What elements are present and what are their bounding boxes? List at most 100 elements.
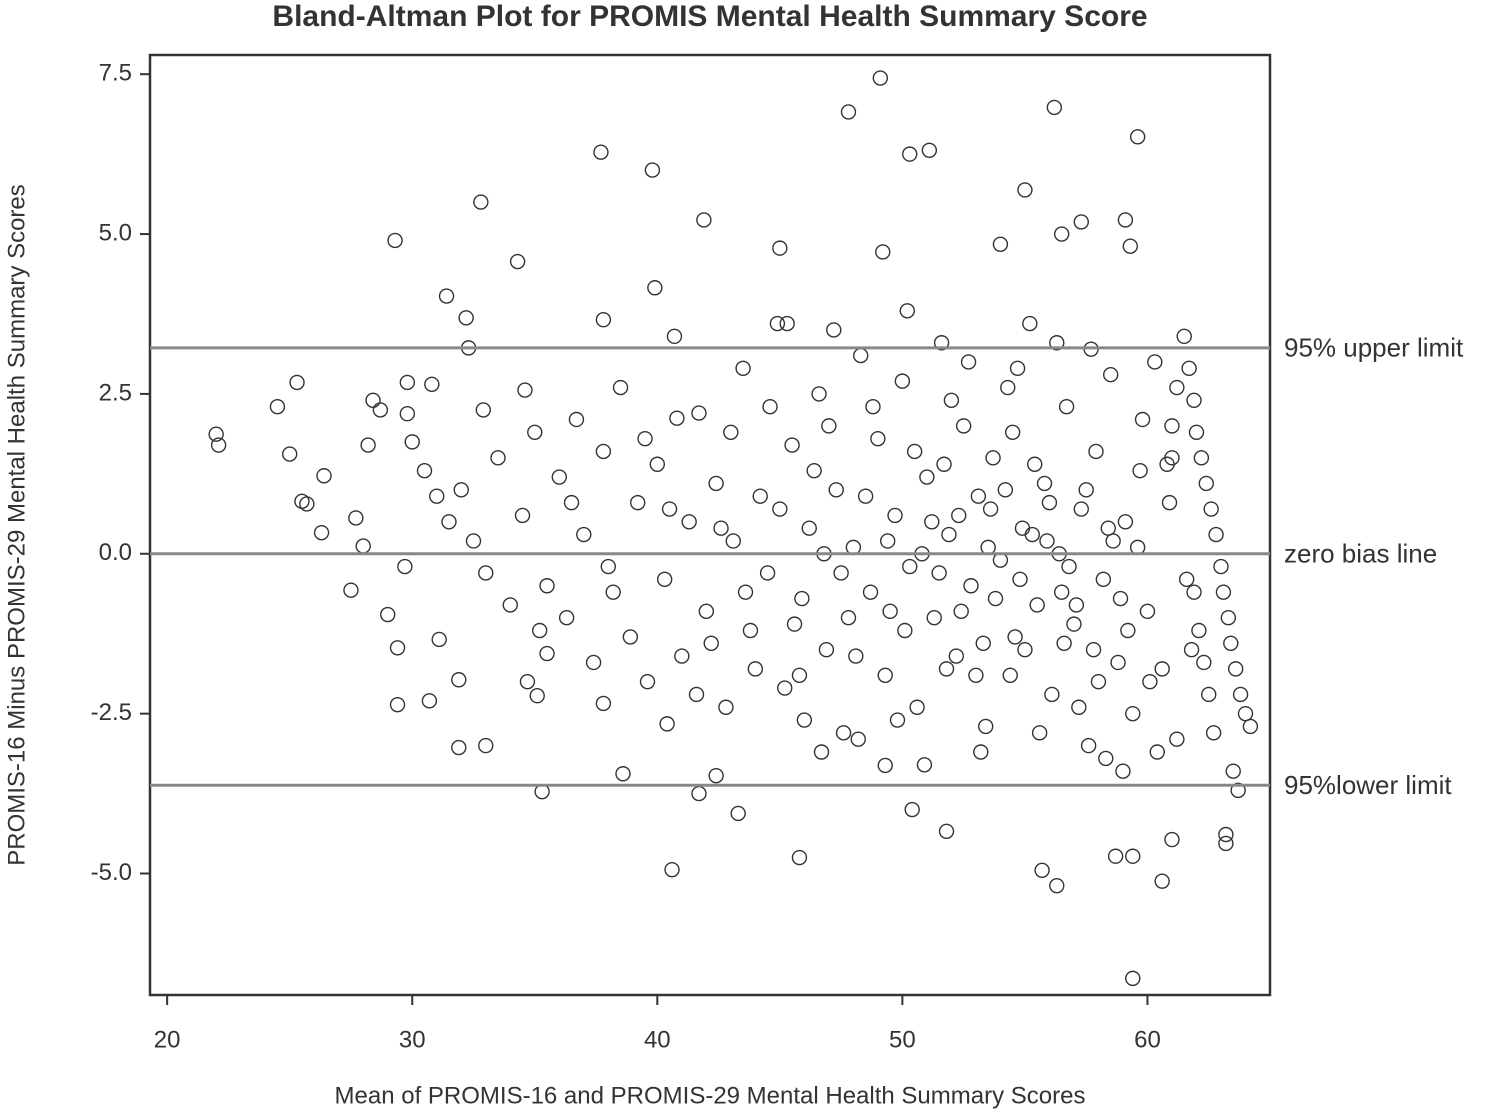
point [316, 468, 332, 484]
point [1000, 379, 1016, 396]
point [389, 640, 406, 656]
point [473, 194, 489, 210]
x-tick-label: 40 [644, 1026, 671, 1053]
reference-line-label: 95% upper limit [1284, 333, 1464, 363]
point [478, 565, 494, 581]
point [926, 610, 942, 626]
point [1125, 970, 1141, 987]
point [1039, 533, 1055, 549]
point [595, 443, 612, 460]
point [1100, 520, 1116, 536]
point [828, 482, 844, 498]
x-tick-label: 50 [889, 1026, 916, 1053]
point [853, 347, 869, 364]
point [963, 578, 979, 594]
point [1227, 661, 1244, 677]
point [703, 635, 719, 651]
point [902, 558, 918, 575]
point [348, 510, 364, 526]
point [938, 823, 955, 839]
point [664, 861, 680, 878]
point [779, 315, 795, 332]
point [1117, 212, 1134, 228]
point [438, 288, 455, 304]
point [1004, 424, 1021, 440]
point [502, 597, 518, 613]
point [649, 456, 666, 472]
point [811, 386, 827, 402]
point [1220, 610, 1237, 626]
point [1095, 571, 1112, 588]
point [696, 212, 712, 228]
point [647, 280, 663, 296]
point [723, 424, 739, 440]
point [558, 610, 575, 626]
point [784, 437, 800, 453]
point [1196, 654, 1212, 671]
point [1132, 462, 1148, 479]
point [313, 524, 330, 541]
point [877, 757, 893, 774]
point [568, 411, 585, 428]
point [639, 673, 656, 690]
point [478, 737, 494, 754]
point [1181, 360, 1197, 377]
point [794, 590, 810, 607]
point [931, 565, 947, 581]
point [835, 725, 852, 741]
point [840, 104, 857, 120]
point [1203, 501, 1219, 517]
point [1029, 597, 1045, 613]
point [840, 610, 857, 626]
point [509, 253, 526, 270]
point [1002, 667, 1018, 683]
point [1117, 514, 1134, 530]
point [759, 565, 776, 581]
point [897, 622, 913, 639]
point [921, 142, 938, 158]
point [1198, 475, 1214, 492]
point [1041, 494, 1058, 511]
point [818, 641, 835, 658]
point [978, 718, 994, 735]
point [806, 462, 822, 479]
point [747, 661, 764, 677]
point [906, 443, 923, 460]
point [772, 501, 788, 517]
point [1031, 725, 1048, 741]
point [688, 686, 705, 703]
point [404, 434, 420, 450]
point [1242, 718, 1259, 735]
point [1017, 641, 1033, 658]
point [659, 716, 675, 732]
point [421, 693, 438, 709]
point [429, 488, 445, 504]
point [372, 402, 389, 418]
point [887, 507, 903, 524]
point [1115, 763, 1131, 779]
point [772, 240, 788, 256]
point [813, 744, 830, 760]
point [612, 379, 629, 396]
point [269, 399, 286, 415]
point [1193, 450, 1210, 466]
y-axis-label: PROMIS-16 Minus PROMIS-29 Mental Health … [3, 184, 30, 866]
y-tick-label: 2.5 [99, 379, 132, 406]
point [576, 526, 592, 543]
point [862, 584, 879, 600]
point [769, 315, 786, 332]
point [1154, 661, 1170, 677]
point [1178, 571, 1195, 588]
point [879, 533, 896, 549]
point [1110, 654, 1126, 671]
point [365, 392, 381, 409]
point [1125, 705, 1141, 722]
reference-line-label: 95%lower limit [1284, 770, 1452, 800]
point [1058, 399, 1075, 415]
point [431, 631, 447, 648]
point [691, 405, 707, 421]
point [894, 373, 911, 389]
point [1120, 622, 1136, 639]
point [343, 582, 359, 598]
